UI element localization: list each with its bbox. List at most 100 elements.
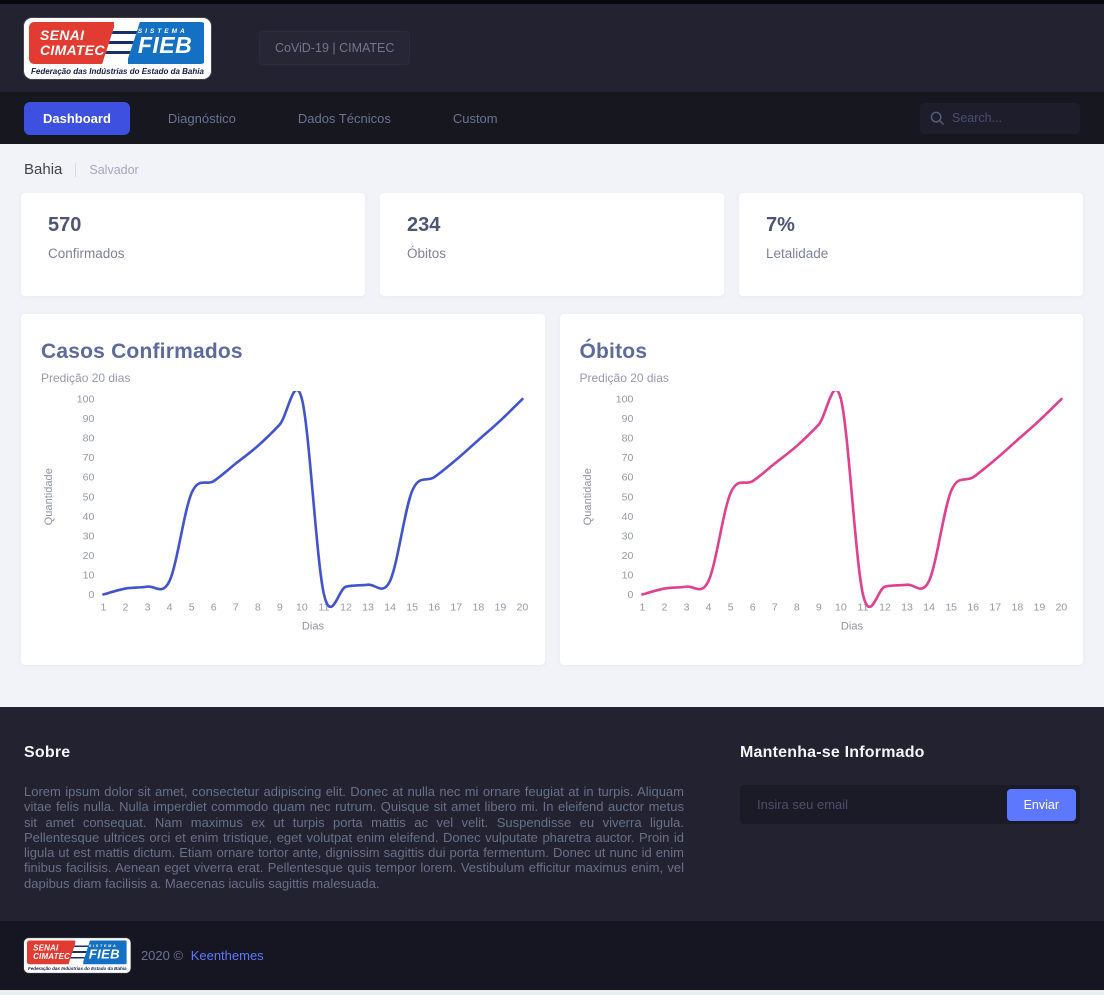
logo-sistema-text: SISTEMA [137, 28, 188, 36]
breadcrumb-state[interactable]: Bahia [24, 161, 63, 178]
logo-fieb-text: FIEB [137, 32, 193, 59]
breadcrumb: Bahia Salvador [21, 144, 1083, 193]
svg-text:20: 20 [83, 550, 95, 562]
svg-text:11: 11 [318, 602, 329, 614]
svg-text:90: 90 [621, 413, 633, 425]
svg-text:2: 2 [123, 602, 129, 614]
search-input[interactable] [952, 111, 1062, 125]
logo-cimatec-text: CIMATEC [33, 951, 71, 961]
chart-card-obitos: Óbitos Predição 20 dias 0 10 20 30 40 50 60 70 8… [559, 314, 1083, 665]
logo-boxes: SENAI CIMATEC SISTEMA FIEB [29, 21, 206, 64]
logo-senai-cimatec: SENAI CIMATEC [26, 940, 76, 965]
svg-text:13: 13 [901, 602, 913, 614]
svg-text:0: 0 [627, 589, 633, 601]
svg-text:8: 8 [255, 602, 261, 614]
svg-text:10: 10 [621, 569, 633, 581]
copyright: 2020 © Keenthemes [141, 948, 264, 963]
svg-text:3: 3 [145, 602, 151, 614]
stat-card-letalidade: 7% Letalidade [739, 193, 1083, 296]
svg-text:7: 7 [233, 602, 239, 614]
logo-sistema-fieb: SISTEMA FIEB [127, 21, 205, 64]
keenthemes-link[interactable]: Keenthemes [190, 948, 264, 964]
svg-text:60: 60 [83, 472, 95, 484]
footer-logo[interactable]: SENAI CIMATEC SISTEMA FIEB Federação das… [24, 938, 131, 973]
svg-text:3: 3 [683, 602, 689, 614]
svg-text:20: 20 [621, 550, 633, 562]
svg-text:80: 80 [83, 433, 95, 445]
svg-text:2: 2 [661, 602, 667, 614]
svg-text:17: 17 [450, 602, 462, 614]
svg-text:14: 14 [384, 602, 396, 614]
logo-fieb-text: FIEB [88, 946, 120, 962]
nav-item-diagnostico[interactable]: Diagnóstico [167, 110, 236, 126]
svg-text:Quantidade: Quantidade [582, 468, 594, 525]
svg-text:14: 14 [923, 602, 935, 614]
svg-text:90: 90 [83, 413, 95, 425]
chart-title: Casos Confirmados [41, 340, 243, 363]
svg-text:11: 11 [857, 602, 868, 614]
svg-text:30: 30 [83, 530, 95, 542]
logo-senai-text: SENAI [33, 943, 59, 953]
stat-label: Confirmados [48, 246, 125, 261]
nav-item-dashboard[interactable]: Dashboard [24, 101, 130, 135]
svg-text:40: 40 [83, 511, 95, 523]
breadcrumb-city[interactable]: Salvador [89, 162, 139, 177]
svg-text:12: 12 [879, 602, 891, 614]
svg-text:70: 70 [621, 452, 633, 464]
svg-text:0: 0 [89, 589, 95, 601]
charts-row: Casos Confirmados Predição 20 dias 0 10 20… [21, 314, 1083, 665]
svg-text:9: 9 [277, 602, 283, 614]
stat-label: Letalidade [766, 246, 829, 261]
svg-text:17: 17 [989, 602, 1001, 614]
newsletter-form: Enviar [740, 785, 1080, 824]
stat-value: 234 [407, 214, 441, 236]
svg-text:9: 9 [815, 602, 821, 614]
svg-text:20: 20 [1055, 602, 1067, 614]
logo-senai-text: SENAI [40, 26, 85, 43]
svg-text:1: 1 [101, 602, 107, 614]
logo-senai-cimatec: SENAI CIMATEC [29, 21, 114, 64]
svg-text:7: 7 [771, 602, 777, 614]
breadcrumb-divider [75, 162, 77, 177]
search-box[interactable] [920, 102, 1080, 134]
footer-newsletter-section: Mantenha-se Informado Enviar [740, 744, 1080, 891]
svg-text:20: 20 [517, 602, 529, 614]
svg-text:10: 10 [296, 602, 308, 614]
copyright-year: 2020 © [140, 948, 184, 964]
svg-text:Dias: Dias [840, 621, 863, 633]
logo-caption: Federação das Indústrias do Estado da Ba… [31, 66, 204, 76]
email-field[interactable] [740, 797, 1007, 812]
svg-text:15: 15 [945, 602, 957, 614]
newsletter-title: Mantenha-se Informado [740, 744, 925, 761]
senai-cimatec-fieb-logo[interactable]: SENAI CIMATEC SISTEMA FIEB Federação das… [24, 17, 211, 79]
covid-cimatec-badge: CoViD-19 | CIMATEC [258, 31, 411, 65]
svg-text:12: 12 [340, 602, 352, 614]
logo-cimatec-text: CIMATEC [40, 41, 105, 58]
nav-item-custom[interactable]: Custom [452, 110, 498, 126]
enviar-button[interactable]: Enviar [1006, 788, 1076, 821]
svg-text:16: 16 [967, 602, 979, 614]
top-strip [0, 0, 1104, 4]
chart-subtitle: Predição 20 dias [41, 371, 131, 385]
svg-text:10: 10 [835, 602, 847, 614]
svg-text:80: 80 [621, 433, 633, 445]
svg-text:19: 19 [1033, 602, 1045, 614]
svg-text:6: 6 [211, 602, 217, 614]
nav-item-dados-tecnicos[interactable]: Dados Técnicos [297, 110, 391, 126]
stats-row: 570 Confirmados 234 Óbitos 7% Letalidade [21, 193, 1083, 296]
svg-text:100: 100 [615, 394, 633, 406]
logo-boxes: SENAI CIMATEC SISTEMA FIEB [26, 940, 128, 965]
chart-title: Óbitos [579, 340, 648, 363]
logo-sistema-text: SISTEMA [88, 944, 118, 949]
svg-text:100: 100 [77, 394, 95, 406]
svg-text:13: 13 [362, 602, 374, 614]
svg-text:70: 70 [83, 452, 95, 464]
stat-label: Óbitos [407, 246, 447, 261]
stat-card-obitos: 234 Óbitos [380, 193, 724, 296]
about-text: Lorem ipsum dolor sit amet, consectetur … [24, 784, 684, 891]
svg-text:18: 18 [472, 602, 484, 614]
bottom-footer: SENAI CIMATEC SISTEMA FIEB Federação das… [0, 921, 1104, 991]
svg-text:5: 5 [189, 602, 195, 614]
